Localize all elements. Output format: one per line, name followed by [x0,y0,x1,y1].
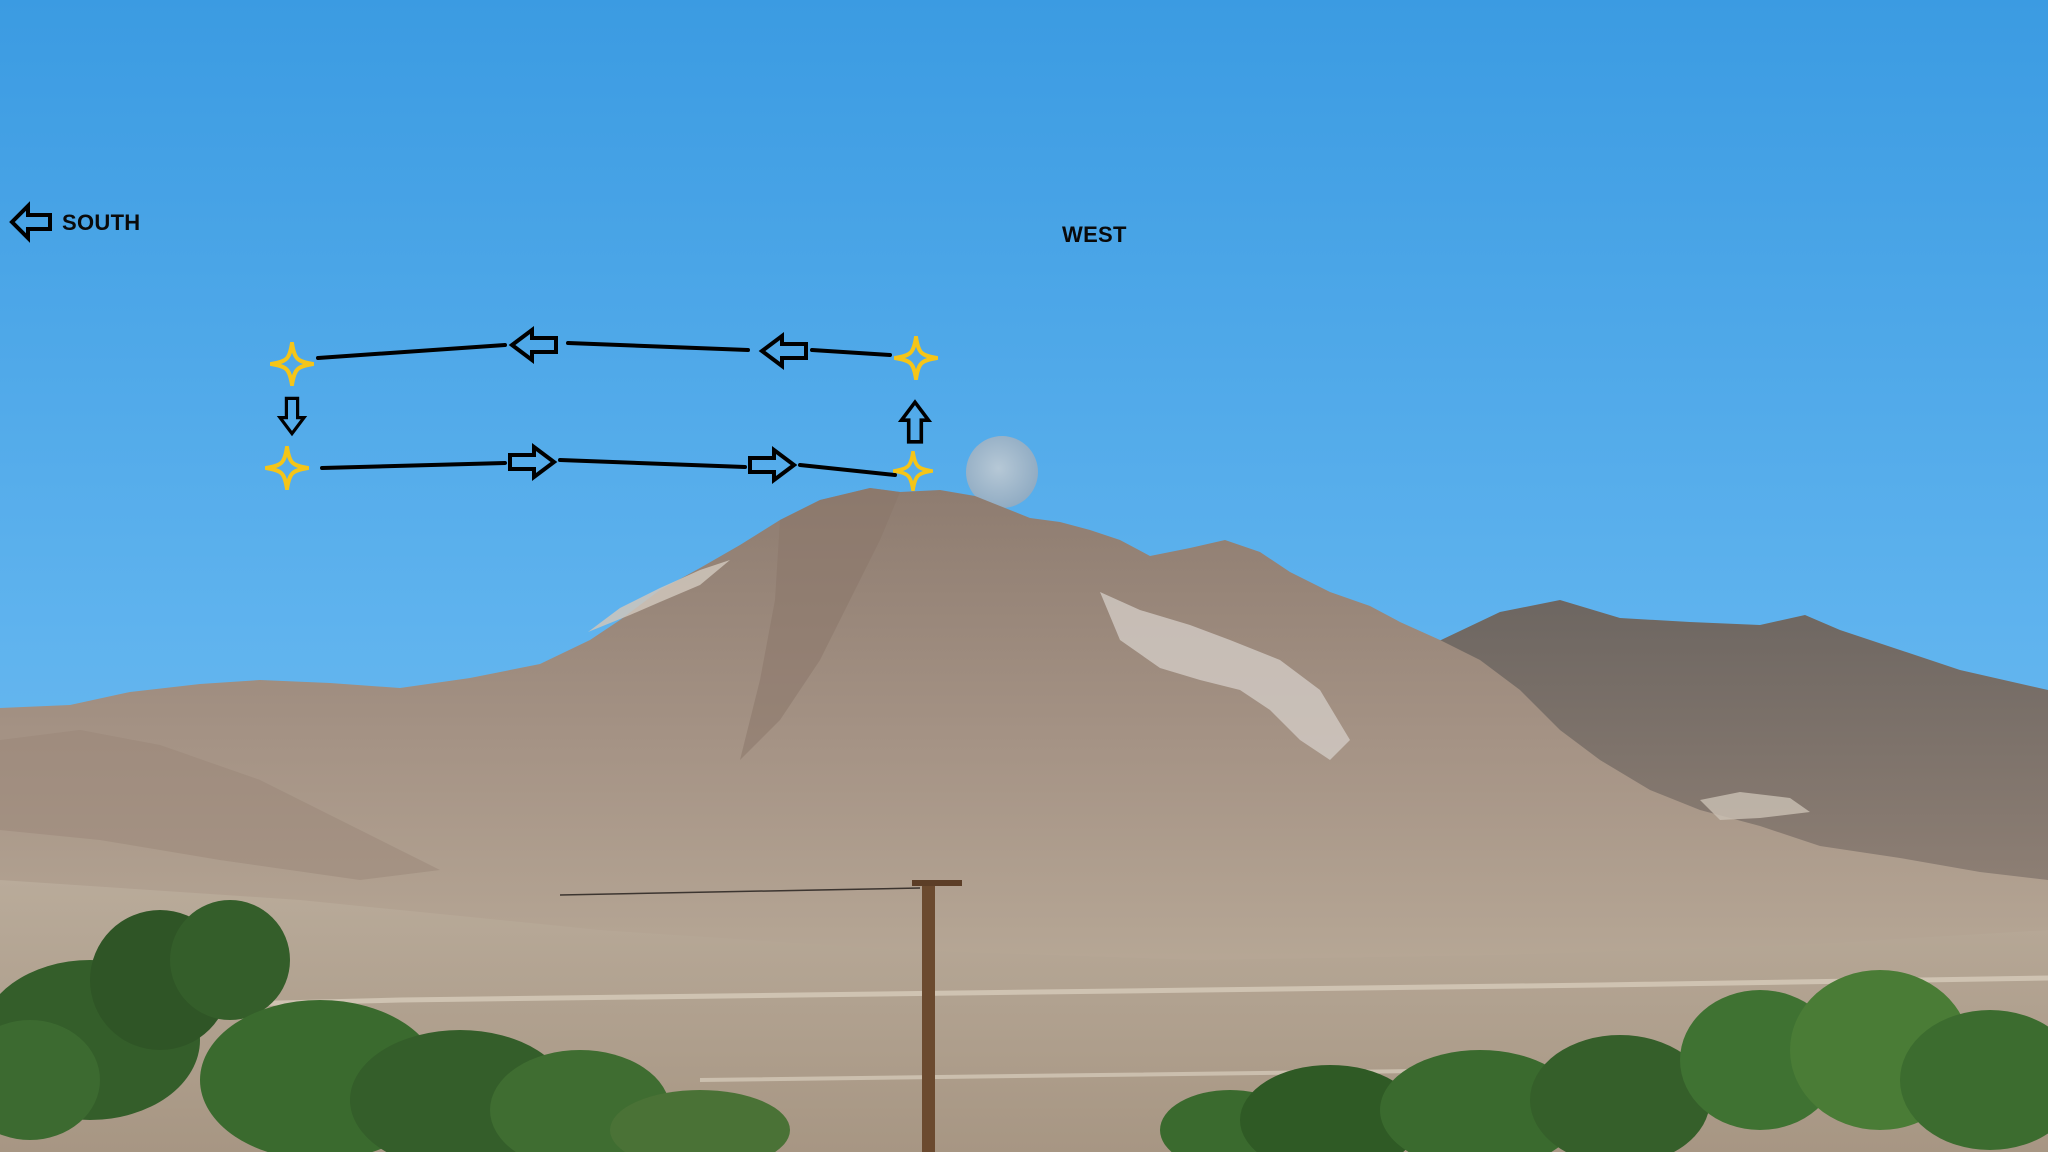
power-line [559,887,921,896]
west-text: WEST [1062,222,1127,247]
utility-pole [922,880,935,1152]
left-foothill-shadow [0,730,440,880]
trees-right [1160,970,2048,1152]
moon [966,436,1038,508]
south-text: SOUTH [62,210,141,235]
south-label: SOUTH [9,201,141,243]
mountain-shadow [740,488,900,760]
left-arrow-icon [9,201,52,243]
rock-outcrop-center [1100,592,1350,760]
trees-left [0,900,790,1152]
main-mountain [0,488,2048,1000]
rock-outcrop-right [1700,792,1810,820]
rock-outcrop-left [588,560,730,632]
utility-pole-crossarm [912,880,962,886]
path-annotation [316,341,897,477]
